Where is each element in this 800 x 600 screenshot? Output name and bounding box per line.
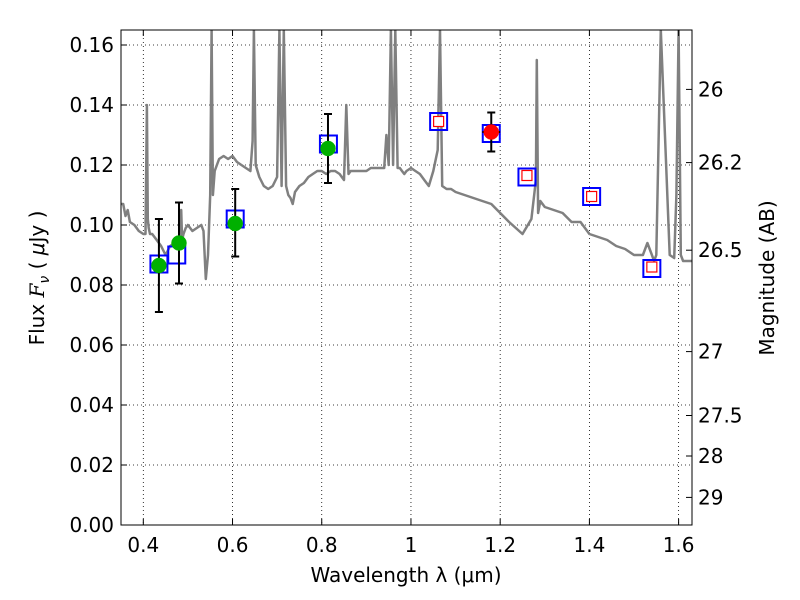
y-tick-label: 0.00 [69, 513, 114, 537]
model-flux-square [642, 259, 662, 278]
hst-detection-point [151, 257, 167, 274]
y-label-unit: Jy ) [25, 211, 49, 245]
marker-layer [149, 111, 662, 313]
y-label-mu: μ [25, 242, 49, 256]
right-tick-label: 27.5 [698, 404, 743, 428]
x-tick-label: 1.4 [573, 533, 605, 557]
tick-marks [121, 30, 692, 526]
upper-limit-square [646, 261, 658, 273]
y-tick-label: 0.12 [69, 153, 114, 177]
hst-detection-point [227, 215, 243, 232]
x-axis-label: Wavelength λ (μm) [310, 563, 501, 587]
right-tick-label: 26 [698, 77, 723, 101]
spectrum-line [121, 30, 692, 281]
hst-detection-point [171, 235, 187, 251]
y-tick-label: 0.04 [69, 393, 114, 417]
y-tick-label: 0.16 [69, 33, 114, 57]
tick-labels: 0.4 0.6 0.8 1 1.2 1.4 1.6 0.00 0.02 0.04 0.06 0.08 0… [69, 33, 742, 557]
ground-detection-point [483, 124, 500, 140]
y-tick-label: 0.08 [69, 273, 114, 297]
y-tick-label: 0.14 [69, 93, 114, 117]
right-axis-label: Magnitude (AB) [755, 200, 779, 355]
x-tick-label: 0.6 [217, 533, 249, 557]
model-flux-square [517, 167, 537, 187]
y-label-flux: Flux [25, 297, 49, 345]
y-label-paren: ( [25, 255, 49, 276]
upper-limit-square [586, 190, 598, 203]
x-tick-label: 0.4 [127, 533, 159, 557]
y-tick-label: 0.02 [69, 453, 114, 477]
y-axis-label: Flux Fν ( μJy ) [25, 211, 53, 346]
x-tick-label: 1.6 [663, 533, 695, 557]
plot-frame [120, 29, 693, 526]
y-tick-label: 0.10 [69, 213, 114, 237]
spectrum-layer [121, 30, 692, 281]
right-tick-label: 29 [698, 485, 723, 509]
right-tick-label: 26.2 [698, 151, 743, 175]
y-label-nu: ν [37, 276, 53, 284]
model-flux-square [582, 187, 602, 206]
x-tick-label: 1.2 [484, 533, 516, 557]
hst-detection-point [320, 140, 336, 157]
x-tick-label: 1 [405, 533, 418, 557]
right-tick-label: 28 [698, 444, 723, 468]
right-tick-label: 27 [698, 340, 723, 364]
x-tick-label: 0.8 [306, 533, 338, 557]
right-tick-label: 26.5 [698, 238, 743, 262]
model-flux-square [429, 112, 449, 131]
upper-limit-square [433, 115, 445, 128]
y-tick-label: 0.06 [69, 333, 114, 357]
upper-limit-square [521, 169, 533, 182]
grid-lines [121, 30, 692, 526]
y-label-f: F [25, 282, 49, 298]
